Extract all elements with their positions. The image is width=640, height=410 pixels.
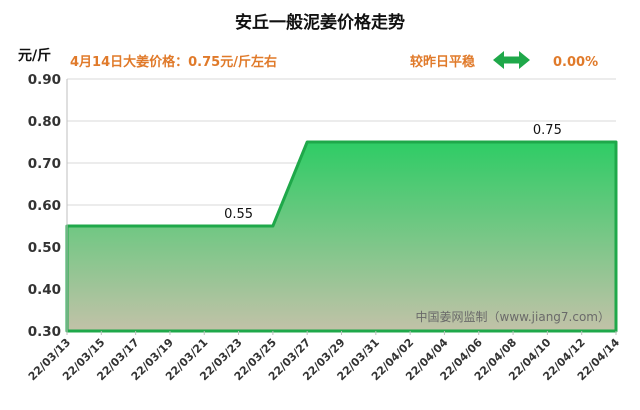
change-value: 0.00% xyxy=(553,55,598,70)
data-labels: 0.55 0.75 xyxy=(224,123,562,222)
data-label: 0.75 xyxy=(533,123,562,138)
y-tick-label: 0.40 xyxy=(28,282,61,298)
series-area xyxy=(65,140,618,333)
y-axis: 0.30 0.40 0.50 0.60 0.70 0.80 0.90 xyxy=(28,72,68,340)
y-tick-label: 0.80 xyxy=(28,114,61,130)
plot-area xyxy=(65,140,618,333)
flat-arrow-icon xyxy=(493,51,530,69)
y-axis-unit: 元/斤 xyxy=(18,47,51,64)
x-axis: 22/03/1322/03/1522/03/1722/03/1922/03/21… xyxy=(26,331,622,383)
y-tick-label: 0.90 xyxy=(28,72,61,88)
y-tick-label: 0.70 xyxy=(28,156,61,172)
price-info: 4月14日大姜价格：0.75元/斤左右 xyxy=(70,54,277,70)
chart-title: 安丘一般泥姜价格走势 xyxy=(235,12,405,33)
y-tick-label: 0.50 xyxy=(28,240,61,256)
watermark: 中国姜网监制（www.jiang7.com） xyxy=(416,309,610,324)
y-tick-label: 0.30 xyxy=(28,324,61,340)
change-label: 较昨日平稳 xyxy=(410,54,475,70)
y-tick-label: 0.60 xyxy=(28,198,61,214)
data-label: 0.55 xyxy=(224,207,253,222)
